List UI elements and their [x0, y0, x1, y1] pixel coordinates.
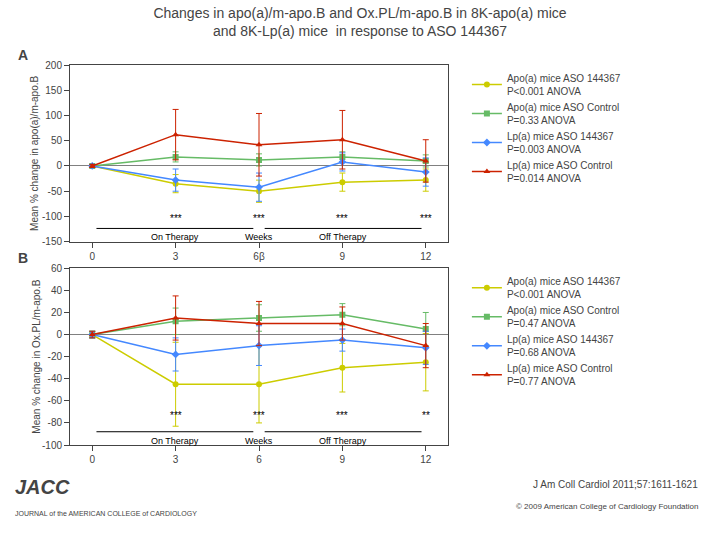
svg-text:-40: -40 [48, 373, 63, 384]
svg-text:20: 20 [51, 307, 63, 318]
svg-text:JACC: JACC [15, 476, 70, 498]
svg-text:-80: -80 [48, 417, 63, 428]
svg-text:6: 6 [256, 454, 262, 465]
svg-text:***: *** [336, 410, 348, 421]
svg-text:3: 3 [173, 454, 179, 465]
svg-text:Mean % change in apo(a)/m-apo.: Mean % change in apo(a)/m-apo.B [29, 75, 40, 230]
svg-text:-100: -100 [42, 211, 62, 222]
svg-text:© 2009 American College of Car: © 2009 American College of Cardiology Fo… [516, 502, 698, 511]
svg-text:100: 100 [45, 110, 62, 121]
svg-text:Lp(a) mice ASO ControlP=0.014: Lp(a) mice ASO ControlP=0.014 ANOVA [507, 160, 613, 184]
svg-text:12: 12 [420, 251, 432, 262]
svg-text:Mean % change in Ox.PL/m-apo.B: Mean % change in Ox.PL/m-apo.B [31, 279, 42, 433]
svg-text:On Therapy: On Therapy [151, 436, 199, 446]
svg-text:***: *** [336, 213, 348, 224]
svg-text:Weeks: Weeks [245, 232, 273, 242]
svg-text:Weeks: Weeks [245, 436, 273, 446]
svg-text:9: 9 [340, 251, 346, 262]
svg-text:6β: 6β [253, 251, 265, 262]
svg-text:***: *** [170, 213, 182, 224]
svg-text:Apo(a) mice ASO ControlP=0.47: Apo(a) mice ASO ControlP=0.47 ANOVA [507, 305, 619, 329]
svg-text:Apo(a) mice ASO 144367P<0.001: Apo(a) mice ASO 144367P<0.001 ANOVA [507, 276, 621, 300]
svg-text:12: 12 [420, 454, 432, 465]
svg-text:On Therapy: On Therapy [151, 232, 199, 242]
svg-text:Apo(a) mice ASO 144367P<0.001: Apo(a) mice ASO 144367P<0.001 ANOVA [507, 73, 621, 97]
svg-text:60: 60 [51, 263, 63, 274]
svg-text:50: 50 [51, 135, 63, 146]
svg-text:200: 200 [45, 60, 62, 71]
svg-text:**: ** [422, 410, 430, 421]
svg-text:150: 150 [45, 85, 62, 96]
svg-text:Lp(a) mice ASO ControlP=0.77 A: Lp(a) mice ASO ControlP=0.77 ANOVA [507, 363, 613, 387]
svg-text:0: 0 [56, 160, 62, 171]
svg-text:-100: -100 [42, 440, 62, 451]
svg-text:-20: -20 [48, 351, 63, 362]
svg-text:3: 3 [173, 251, 179, 262]
svg-text:9: 9 [340, 454, 346, 465]
svg-text:Apo(a) mice ASO ControlP=0.33: Apo(a) mice ASO ControlP=0.33 ANOVA [507, 102, 619, 126]
svg-text:-50: -50 [48, 186, 63, 197]
svg-text:***: *** [170, 410, 182, 421]
svg-text:***: *** [253, 213, 265, 224]
svg-text:40: 40 [51, 285, 63, 296]
svg-text:-60: -60 [48, 395, 63, 406]
svg-text:Off Therapy: Off Therapy [319, 232, 367, 242]
svg-text:J Am Coll Cardiol 2011;57:1611: J Am Coll Cardiol 2011;57:1611-1621 [533, 479, 698, 490]
svg-text:-150: -150 [42, 236, 62, 247]
svg-text:0: 0 [89, 454, 95, 465]
svg-text:B: B [18, 250, 28, 266]
svg-text:Lp(a) mice ASO 144367P=0.68 AN: Lp(a) mice ASO 144367P=0.68 ANOVA [507, 334, 614, 358]
svg-text:***: *** [253, 410, 265, 421]
svg-text:Lp(a) mice ASO 144367P=0.003 A: Lp(a) mice ASO 144367P=0.003 ANOVA [507, 131, 614, 155]
svg-text:JOURNAL of the AMERICAN COLLEG: JOURNAL of the AMERICAN COLLEGE of CARDI… [15, 510, 197, 517]
svg-text:0: 0 [56, 329, 62, 340]
svg-text:A: A [18, 47, 28, 63]
svg-text:Off Therapy: Off Therapy [319, 436, 367, 446]
svg-text:0: 0 [89, 251, 95, 262]
svg-text:***: *** [420, 213, 432, 224]
svg-text:Changes in apo(a)/m-apo.B and: Changes in apo(a)/m-apo.B and Ox.PL/m-ap… [153, 5, 566, 39]
